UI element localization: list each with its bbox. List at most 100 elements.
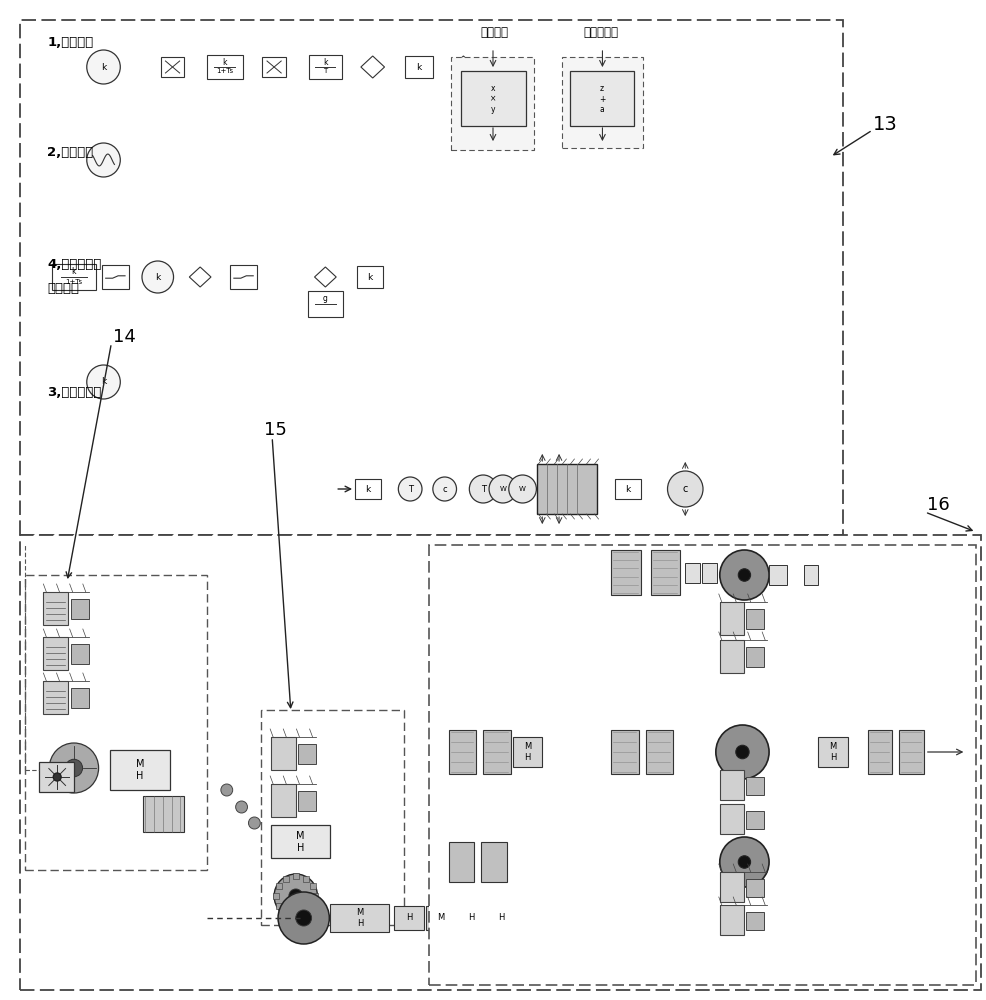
Circle shape [720, 837, 769, 887]
Bar [747, 726, 755, 734]
Bar [721, 866, 729, 874]
Bar [746, 777, 764, 795]
Bar [755, 731, 763, 739]
Bar [355, 479, 381, 499]
Bar [762, 858, 770, 866]
Circle shape [236, 801, 247, 813]
Bar [717, 757, 725, 765]
Text: g: g [323, 294, 327, 303]
Circle shape [87, 365, 120, 399]
Bar [262, 57, 286, 77]
Bar [721, 579, 729, 587]
Bar [570, 71, 634, 126]
Bar [611, 730, 639, 774]
Bar [748, 838, 756, 846]
Bar [740, 593, 748, 601]
Bar [449, 842, 474, 882]
Bar [722, 731, 730, 739]
Circle shape [739, 569, 750, 581]
Text: T: T [480, 485, 486, 493]
Bar [71, 599, 89, 619]
Bar [818, 737, 848, 767]
Bar [207, 55, 243, 79]
Bar [611, 550, 641, 595]
Bar [276, 903, 282, 909]
Text: W: W [520, 486, 526, 492]
Text: M
H: M H [356, 908, 364, 928]
Bar [43, 637, 68, 670]
Circle shape [49, 743, 99, 793]
Bar [562, 57, 643, 148]
Bar [746, 811, 764, 829]
Bar [309, 55, 342, 79]
Bar [271, 784, 296, 817]
Text: 速度大小: 速度大小 [47, 282, 79, 294]
Text: k: k [323, 58, 327, 67]
Bar [733, 838, 740, 846]
Bar [715, 748, 723, 756]
Circle shape [716, 725, 769, 779]
Bar [725, 874, 733, 882]
Bar [739, 772, 746, 780]
Bar [451, 57, 534, 150]
Text: 13: 13 [873, 115, 897, 134]
Bar [760, 866, 768, 874]
Bar [646, 730, 673, 774]
Circle shape [398, 477, 422, 501]
Text: x
×
y: x × y [490, 84, 497, 114]
Bar [702, 563, 717, 583]
Bar [52, 264, 96, 290]
Bar [756, 842, 764, 850]
Circle shape [509, 475, 536, 503]
Text: 内拨头位移: 内拨头位移 [584, 25, 618, 38]
Bar [746, 609, 764, 629]
Circle shape [668, 471, 703, 507]
Text: k: k [625, 485, 631, 493]
Bar [310, 883, 316, 889]
Bar [71, 644, 89, 664]
Circle shape [296, 910, 312, 926]
Bar [426, 906, 456, 930]
Bar [730, 770, 738, 778]
Bar [298, 744, 316, 764]
Text: k: k [101, 62, 106, 72]
Circle shape [289, 889, 303, 903]
Bar [725, 555, 733, 563]
Bar [804, 565, 818, 585]
Bar [725, 842, 733, 850]
Bar [405, 56, 433, 78]
Circle shape [736, 745, 749, 759]
Text: M
H: M H [136, 759, 144, 781]
Bar [161, 57, 184, 77]
Bar [20, 535, 981, 990]
Bar [720, 640, 744, 673]
Text: k: k [101, 377, 106, 386]
Bar [748, 551, 756, 559]
Text: H: H [498, 914, 504, 922]
Polygon shape [452, 56, 475, 78]
Bar [313, 893, 318, 899]
Bar [760, 579, 768, 587]
Bar [733, 878, 740, 886]
Circle shape [221, 784, 233, 796]
Bar [719, 571, 727, 579]
Text: M
H: M H [829, 742, 837, 762]
Text: 16: 16 [927, 496, 950, 514]
Bar [756, 555, 764, 563]
Bar [760, 739, 768, 747]
Text: T: T [323, 68, 327, 74]
Bar [719, 858, 727, 866]
Bar [483, 730, 511, 774]
Bar [760, 563, 768, 571]
Bar [746, 647, 764, 667]
Bar [746, 912, 764, 930]
Bar [310, 903, 316, 909]
Bar [685, 563, 700, 583]
Text: k: k [72, 267, 76, 276]
Polygon shape [315, 267, 336, 287]
Text: 1+Ts: 1+Ts [216, 68, 234, 74]
Bar [357, 266, 383, 288]
Bar [537, 464, 597, 514]
Bar [755, 765, 763, 773]
Text: k: k [155, 272, 161, 282]
